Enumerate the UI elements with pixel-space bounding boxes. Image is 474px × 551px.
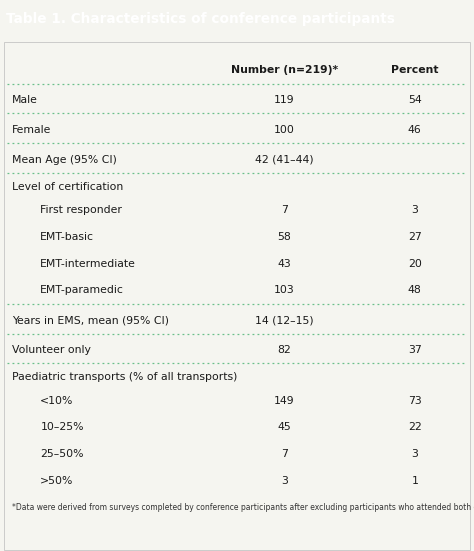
Text: 43: 43: [277, 259, 292, 269]
Text: Female: Female: [12, 125, 51, 135]
Text: 58: 58: [277, 232, 292, 242]
Text: 10–25%: 10–25%: [40, 422, 84, 433]
Text: Table 1. Characteristics of conference participants: Table 1. Characteristics of conference p…: [6, 12, 394, 26]
Text: Volunteer only: Volunteer only: [12, 345, 91, 355]
Text: EMT-intermediate: EMT-intermediate: [40, 259, 136, 269]
Text: 73: 73: [408, 396, 422, 406]
Text: Mean Age (95% CI): Mean Age (95% CI): [12, 155, 117, 165]
Text: Level of certification: Level of certification: [12, 181, 123, 192]
Text: 54: 54: [408, 95, 422, 105]
Text: 3: 3: [411, 449, 418, 459]
Text: 82: 82: [277, 345, 292, 355]
Text: 27: 27: [408, 232, 422, 242]
Text: 149: 149: [274, 396, 295, 406]
Text: <10%: <10%: [40, 396, 73, 406]
Text: 14 (12–15): 14 (12–15): [255, 315, 314, 325]
Text: 3: 3: [411, 206, 418, 215]
Text: 1: 1: [411, 476, 418, 486]
Text: Years in EMS, mean (95% CI): Years in EMS, mean (95% CI): [12, 315, 169, 325]
Text: 46: 46: [408, 125, 422, 135]
Text: 103: 103: [274, 285, 295, 295]
Text: 100: 100: [274, 125, 295, 135]
Text: 22: 22: [408, 422, 422, 433]
Text: *Data were derived from surveys completed by conference participants after exclu: *Data were derived from surveys complete…: [12, 503, 474, 512]
Text: Male: Male: [12, 95, 38, 105]
Text: 7: 7: [281, 206, 288, 215]
Text: 42 (41–44): 42 (41–44): [255, 155, 314, 165]
Text: 48: 48: [408, 285, 422, 295]
Text: First responder: First responder: [40, 206, 122, 215]
Text: Paediatric transports (% of all transports): Paediatric transports (% of all transpor…: [12, 372, 237, 382]
Text: 25–50%: 25–50%: [40, 449, 84, 459]
Text: 37: 37: [408, 345, 422, 355]
Text: 45: 45: [277, 422, 292, 433]
Text: EMT-basic: EMT-basic: [40, 232, 94, 242]
Text: EMT-paramedic: EMT-paramedic: [40, 285, 124, 295]
Text: 119: 119: [274, 95, 295, 105]
Text: 3: 3: [281, 476, 288, 486]
Text: >50%: >50%: [40, 476, 73, 486]
Text: Percent: Percent: [391, 64, 438, 74]
Text: Number (n=219)*: Number (n=219)*: [231, 64, 338, 74]
Text: 20: 20: [408, 259, 422, 269]
Text: 7: 7: [281, 449, 288, 459]
